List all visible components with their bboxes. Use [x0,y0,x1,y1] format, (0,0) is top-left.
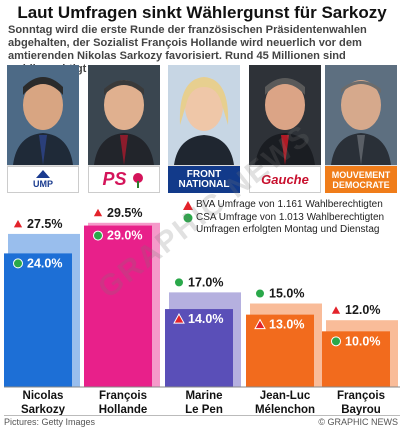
logo-modem: MOUVEMENT DEMOCRATE [325,166,397,193]
csa-marker [255,288,265,299]
data-label: 24.0% [27,256,62,270]
page-subtitle: Sonntag wird die erste Runde der französ… [8,24,367,75]
candidate-name-line: François [99,390,147,402]
legend-note: Umfragen erfolgten Montag und Dienstag [183,224,384,237]
photo-lepen [168,65,240,166]
logo-front-national: FRONT NATIONAL [168,166,240,193]
bva-marker [254,318,266,330]
candidate-name-line: Nicolas [22,390,64,402]
logo-ps: PS [88,166,160,193]
bva-marker [173,313,185,324]
csa-marker [331,336,341,347]
ump-tree-icon [36,170,50,178]
legend-item-bva: BVA Umfrage von 1.161 Wahlberechtigten [183,199,384,212]
logo-md-line1: MOUVEMENT [331,169,391,180]
candidate-name-line: Le Pen [185,404,223,416]
data-label: 15.0% [269,287,304,301]
data-label: 12.0% [345,303,380,317]
rose-icon [132,172,143,188]
logo-ump: UMP [7,166,79,193]
data-label: 17.0% [188,275,223,289]
legend-label-bva: BVA Umfrage von 1.161 Wahlberechtigten [196,199,383,210]
candidate-name-line: François [337,390,385,402]
photo-hollande [88,65,160,166]
logo-fn-line2: NATIONAL [178,178,230,190]
candidate-name-bayrou: François Bayrou [323,389,399,417]
logo-ump-text: UMP [33,179,53,189]
bva-marker [330,304,342,315]
candidate-name-line: Bayrou [341,404,381,416]
chart-legend: BVA Umfrage von 1.161 Wahlberechtigten C… [183,199,384,237]
bva-marker [92,206,104,218]
data-label: 27.5% [27,217,62,231]
circle-icon [183,213,193,223]
legend-label-csa: CSA Umfrage von 1.013 Wahlberechtigten [196,211,385,223]
copyright: © GRAPHIC NEWS [318,417,398,427]
candidate-name-line: Marine [185,390,223,402]
logo-front-de-gauche: Gauche [249,166,321,193]
csa-marker [93,230,103,241]
candidate-name-melenchon: Jean-Luc Mélenchon [247,389,323,417]
data-label: 10.0% [345,334,380,348]
candidate-name-line: Jean-Luc [259,390,311,402]
candidate-name-hollande: François Hollande [85,389,161,417]
logo-fn-line1: FRONT [186,168,222,180]
bar-front [4,253,72,387]
legend-note-text: Umfragen erfolgten Montag und Dienstag [196,224,380,236]
candidate-name-sarkozy: Nicolas Sarkozy [5,389,81,417]
bva-marker [12,217,24,229]
legend-item-csa: CSA Umfrage von 1.013 Wahlberechtigten [183,212,384,225]
candidate-name-line: Sarkozy [20,404,66,416]
bar-front [84,225,152,387]
data-label: 29.0% [107,229,142,243]
data-label: 29.5% [107,206,142,220]
candidate-name-lepen: Marine Le Pen [166,389,242,417]
page-title: Laut Umfragen sinkt Wählergunst für Sark… [17,3,387,22]
triangle-icon [183,200,193,210]
data-label: 13.0% [269,318,304,332]
logo-md-line2: DEMOCRATE [332,179,390,190]
photo-bayrou [325,65,397,166]
candidate-name-line: Hollande [98,404,148,416]
photo-sarkozy [7,65,79,166]
csa-marker [174,277,184,288]
logo-ps-text: PS [102,169,127,189]
photo-melenchon [249,65,321,166]
candidate-name-line: Mélenchon [254,404,316,416]
csa-marker [13,258,23,269]
logo-fg-text: Gauche [261,172,309,187]
photo-credit: Pictures: Getty Images [4,417,96,427]
data-label: 14.0% [188,312,223,326]
footer-divider [4,415,400,416]
